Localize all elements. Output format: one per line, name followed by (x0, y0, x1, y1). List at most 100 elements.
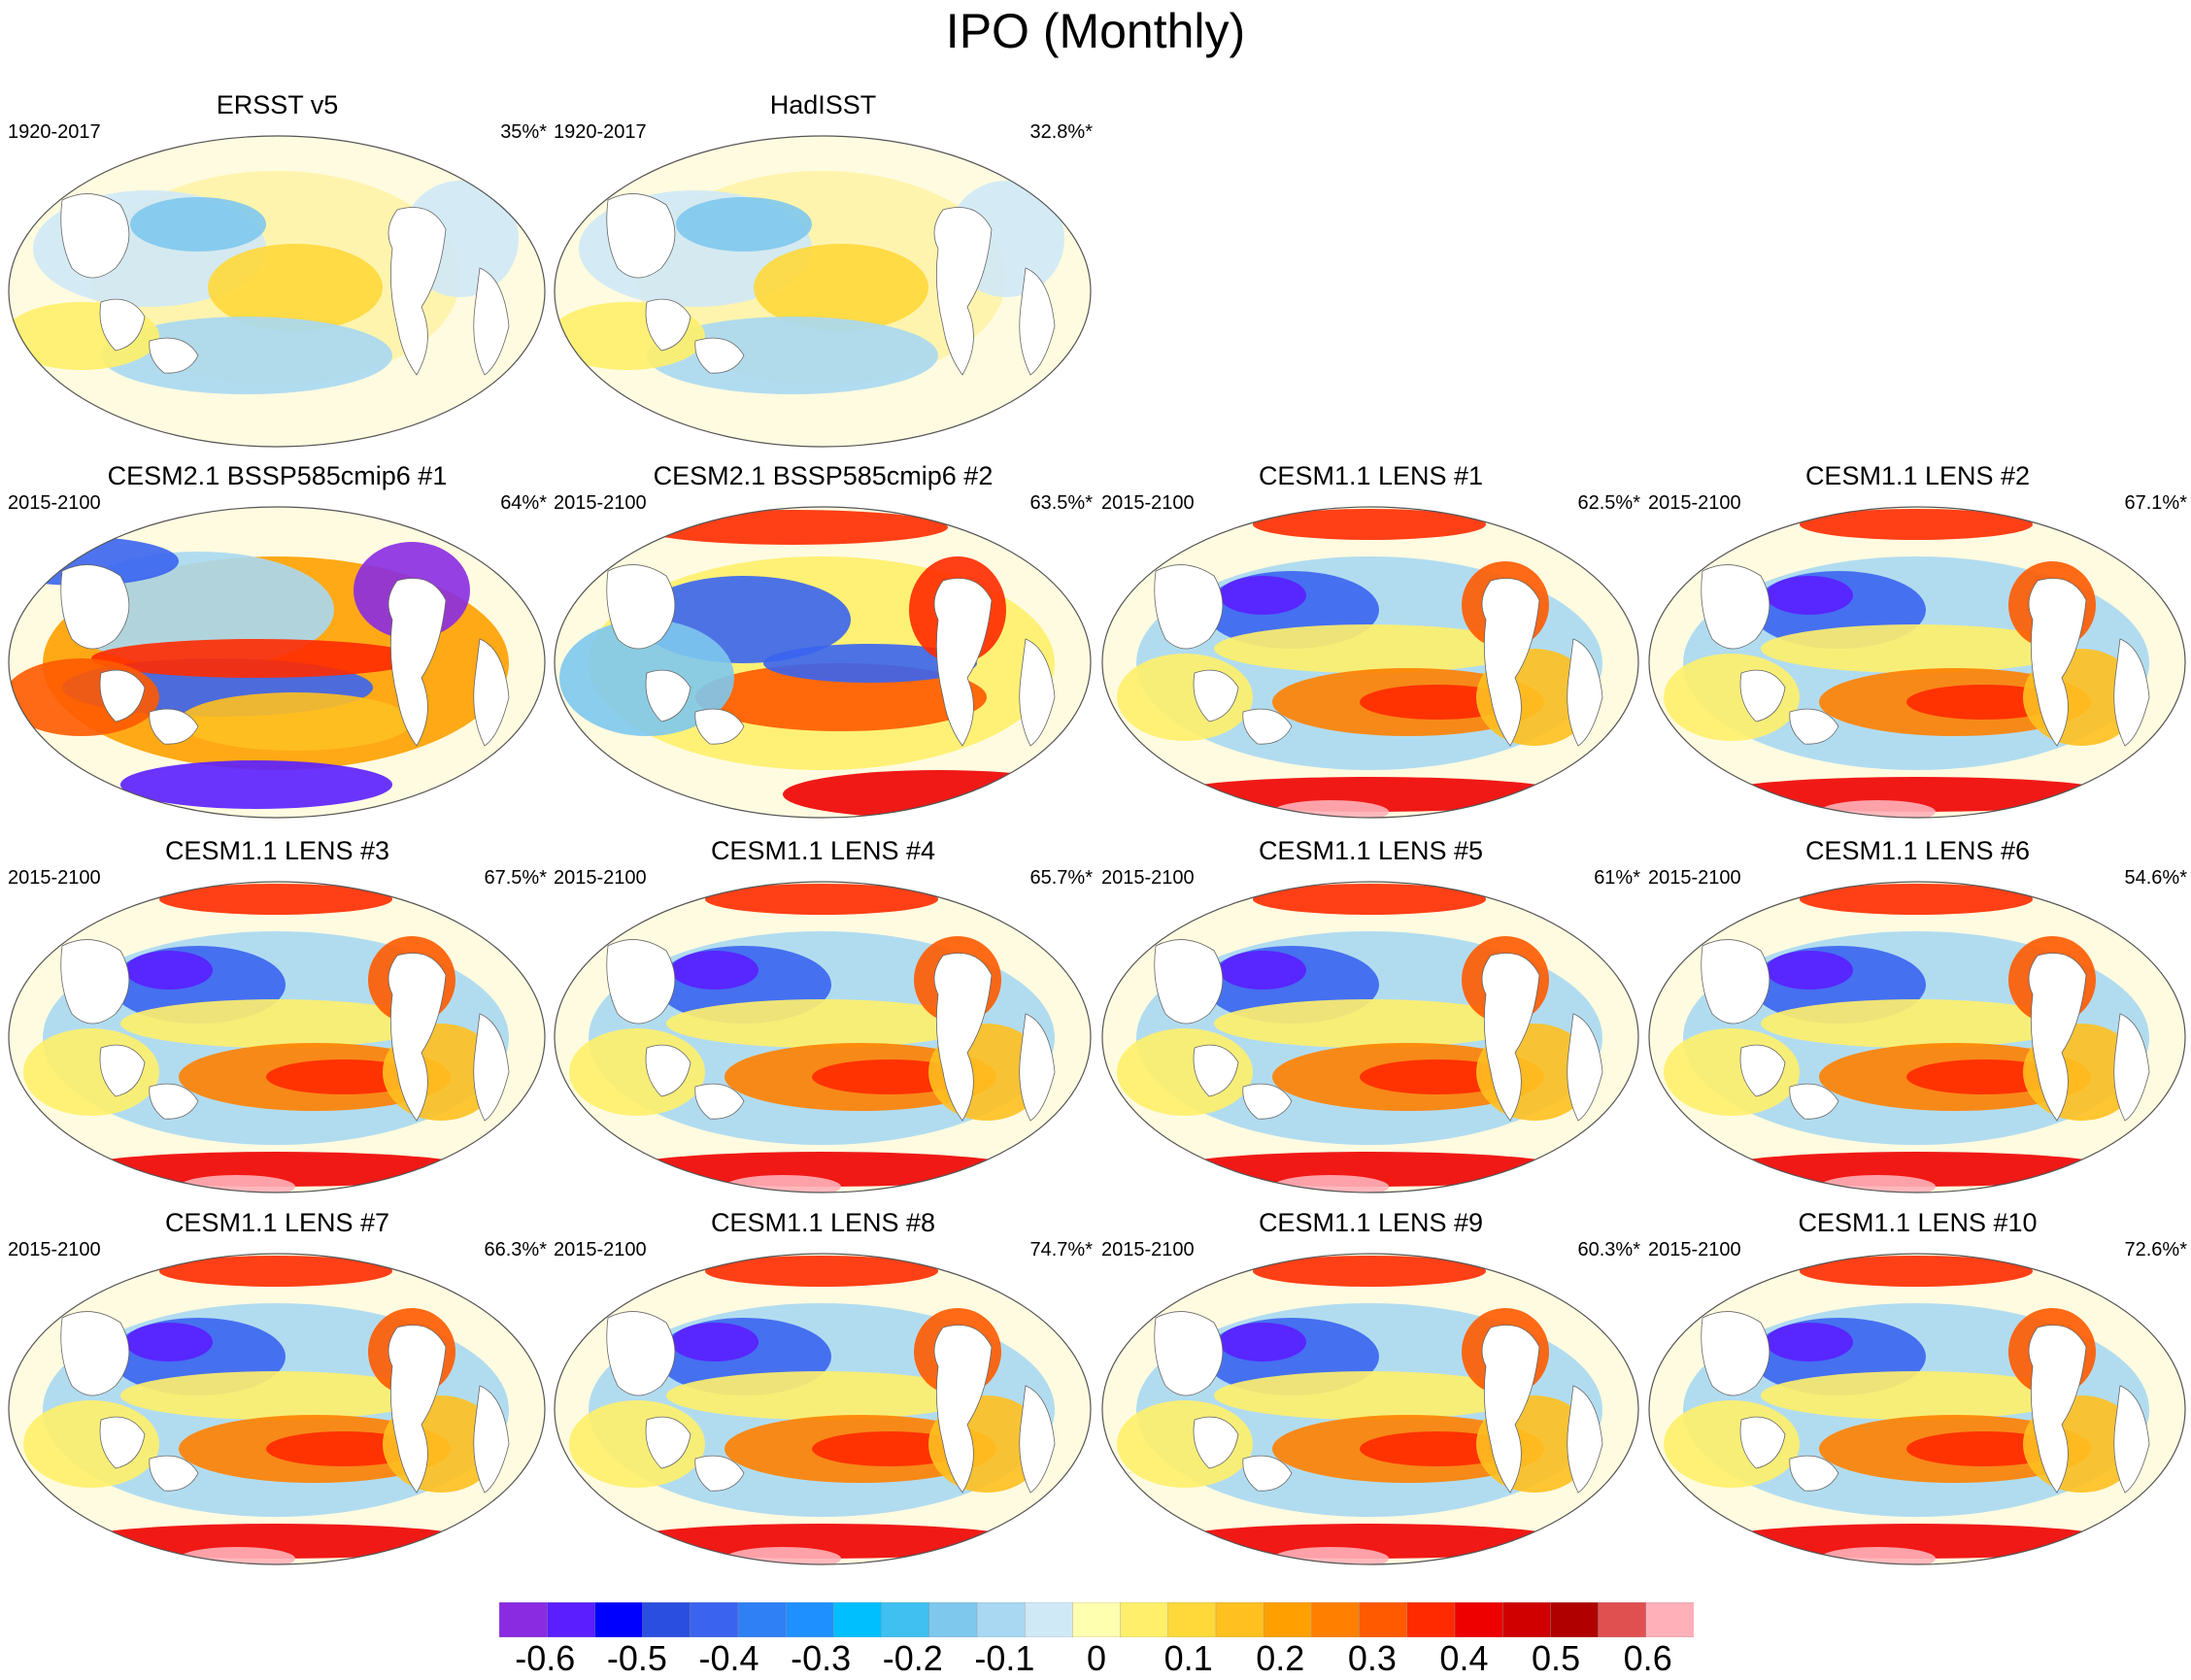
map-panel: CESM1.1 LENS #1 2015-2100 62.5%* (1097, 460, 1644, 829)
panel-variance-percent: 64%* (500, 492, 547, 514)
land-mask (1701, 564, 1770, 650)
colorbar-tick-label: 0.2 (1256, 1638, 1305, 1678)
field-anomaly-region (1165, 1524, 1573, 1559)
colorbar-box (1167, 1602, 1217, 1637)
field-anomaly-region (130, 197, 266, 252)
ipo-map (8, 1253, 546, 1565)
field-anomaly-region (1712, 777, 2120, 812)
field-anomaly-region (1165, 777, 1573, 812)
panel-variance-percent: 67.5%* (484, 867, 548, 889)
field-anomaly-region (1906, 1431, 2062, 1466)
ipo-map (1648, 881, 2186, 1193)
map-outline (8, 1253, 546, 1565)
ipo-map (1101, 506, 1639, 819)
field-anomaly-region (1272, 800, 1389, 818)
land-mask (1481, 953, 1540, 1122)
panel-variance-percent: 54.6%* (2124, 867, 2188, 889)
colorbar-tick-label: -0.6 (515, 1638, 576, 1678)
map-outline (1101, 881, 1639, 1193)
field-anomaly-region (120, 1371, 431, 1420)
field-anomaly-region (1712, 1524, 2120, 1559)
land-mask (645, 1044, 691, 1097)
panel-variance-percent: 61%* (1594, 867, 1640, 889)
field-anomaly-region (725, 1175, 841, 1193)
land-mask (1242, 1455, 1293, 1492)
field-anomaly-region (754, 244, 928, 331)
field-anomaly-region (1761, 999, 2072, 1048)
land-mask (1739, 1416, 1786, 1469)
land-mask (60, 939, 130, 1025)
panel-variance-percent: 74.7%* (1029, 1239, 1094, 1260)
map-outline (1648, 506, 2186, 819)
colorbar-box (1359, 1602, 1408, 1637)
land-mask (2028, 578, 2087, 747)
field-anomaly-region (1819, 1547, 1936, 1564)
map-panel: CESM1.1 LENS #4 2015-2100 65.7%* (550, 835, 1096, 1204)
field-anomaly-region (1219, 576, 1306, 615)
map-panel: CESM1.1 LENS #8 2015-2100 74.7%* (550, 1207, 1096, 1576)
land-mask (1019, 1385, 1056, 1494)
field-anomaly-region (1219, 1323, 1306, 1361)
map-panel: HadISST 1920-2017 32.8%* (550, 89, 1096, 458)
field-anomaly-region (1360, 1431, 1515, 1466)
colorbar-tick-label: -0.5 (606, 1638, 667, 1678)
field-anomaly-region (72, 1152, 480, 1187)
colorbar-box (786, 1602, 835, 1637)
land-mask (473, 638, 510, 747)
ipo-map (554, 1253, 1092, 1565)
map-outline (1101, 506, 1639, 819)
land-mask (1242, 1083, 1293, 1120)
field-anomaly-region (1800, 884, 2033, 915)
field-anomaly-region (725, 1547, 841, 1564)
field-anomaly-region (125, 951, 213, 990)
field-anomaly-region (266, 1431, 421, 1466)
field-anomaly-region (676, 197, 812, 252)
land-mask (645, 1416, 691, 1469)
field-anomaly-region (159, 1256, 392, 1287)
field-anomaly-region (1906, 685, 2062, 720)
colorbar-box (1550, 1602, 1600, 1637)
land-mask (1019, 1013, 1056, 1122)
field-anomaly-region (266, 1059, 421, 1094)
field-anomaly-region (812, 1059, 967, 1094)
colorbar-box (690, 1602, 739, 1637)
colorbar-box (1025, 1602, 1074, 1637)
colorbar-box (499, 1602, 548, 1637)
field-anomaly-region (1253, 884, 1486, 915)
field-anomaly-region (783, 770, 1091, 818)
field-anomaly-region (72, 1524, 480, 1559)
map-outline (1648, 1253, 2186, 1565)
land-mask (388, 1325, 447, 1494)
map-panel: CESM1.1 LENS #3 2015-2100 67.5%* (4, 835, 551, 1204)
land-mask (1154, 1311, 1224, 1396)
panel-title: CESM1.1 LENS #4 (710, 836, 936, 865)
panel-period: 2015-2100 (1101, 867, 1195, 889)
land-mask (694, 1455, 745, 1492)
colorbar-tick-label: -0.2 (882, 1638, 943, 1678)
land-mask (606, 1311, 676, 1396)
map-outline (8, 506, 546, 819)
panel-variance-percent: 63.5%* (1029, 492, 1094, 514)
land-mask (1154, 939, 1224, 1025)
land-mask (1242, 708, 1293, 745)
land-mask (99, 1044, 146, 1097)
colorbar-box (928, 1602, 978, 1637)
map-panel: CESM1.1 LENS #2 2015-2100 67.1%* (1644, 460, 2191, 829)
land-mask (645, 669, 691, 722)
colorbar-box (976, 1602, 1026, 1637)
land-mask (473, 1013, 510, 1122)
panel-variance-percent: 35%* (500, 121, 547, 143)
field-anomaly-region (208, 244, 383, 331)
field-anomaly-region (159, 884, 392, 915)
colorbar-tick-label: 0.6 (1623, 1638, 1672, 1678)
field-anomaly-region (671, 951, 758, 990)
field-anomaly-region (179, 692, 412, 751)
land-mask (99, 669, 146, 722)
colorbar-box (547, 1602, 596, 1637)
panel-variance-percent: 72.6%* (2124, 1239, 2188, 1260)
land-mask (149, 1455, 199, 1492)
land-mask (933, 953, 993, 1122)
land-mask (1739, 1044, 1786, 1097)
panel-period: 2015-2100 (1101, 1239, 1195, 1260)
map-panel: CESM1.1 LENS #5 2015-2100 61%* (1097, 835, 1644, 1204)
